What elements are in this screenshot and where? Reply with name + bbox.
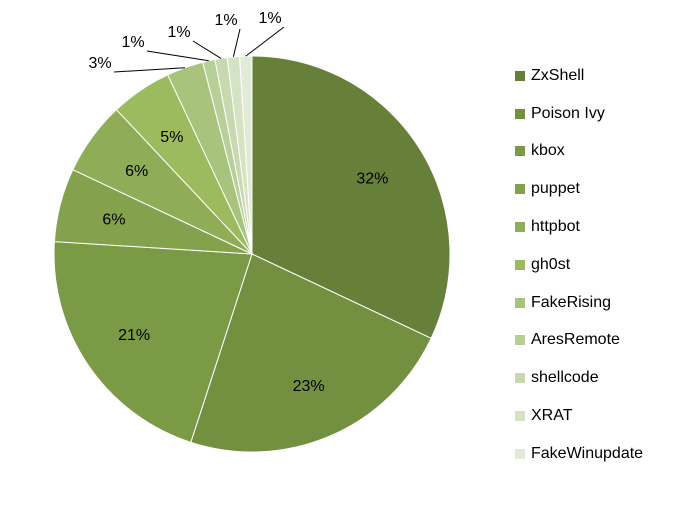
legend-swatch <box>515 373 525 384</box>
legend-item: FakeWinupdate <box>515 435 643 473</box>
legend-item: Poison Ivy <box>515 95 643 133</box>
data-label: 6% <box>102 212 125 229</box>
data-label: 1% <box>167 24 190 41</box>
legend-label: AresRemote <box>531 331 620 349</box>
legend-swatch <box>515 259 525 270</box>
legend-swatch <box>515 70 525 81</box>
legend-item: FakeRising <box>515 284 643 322</box>
leader-line <box>113 67 185 73</box>
leader-line <box>192 40 222 59</box>
leader-line <box>146 50 209 62</box>
legend-item: ZxShell <box>515 57 643 95</box>
legend-item: shellcode <box>515 359 643 397</box>
legend-label: ZxShell <box>531 66 585 84</box>
legend-label: shellcode <box>531 369 599 387</box>
data-label: 1% <box>214 12 237 29</box>
legend-label: httpbot <box>531 218 580 236</box>
legend-swatch <box>515 146 525 157</box>
pie-slice-kbox <box>53 241 253 443</box>
legend-label: FakeRising <box>531 293 612 311</box>
legend-label: kbox <box>531 142 565 160</box>
legend-swatch <box>515 297 525 308</box>
pie-slice-zxshell <box>251 55 451 339</box>
legend-swatch <box>515 448 525 459</box>
legend-item: AresRemote <box>515 322 643 360</box>
data-label: 5% <box>160 129 183 146</box>
legend-swatch <box>515 411 525 422</box>
legend-item: httpbot <box>515 208 643 246</box>
data-label: 6% <box>125 163 148 180</box>
legend-swatch <box>515 335 525 346</box>
legend-item: kbox <box>515 133 643 171</box>
legend-swatch <box>515 108 525 119</box>
leader-line <box>245 26 285 57</box>
legend-label: Poison Ivy <box>531 104 605 122</box>
legend-item: XRAT <box>515 397 643 435</box>
data-label: 23% <box>293 378 325 395</box>
data-label: 1% <box>121 34 144 51</box>
data-label: 32% <box>356 171 388 188</box>
legend-item: gh0st <box>515 246 643 284</box>
legend: ZxShell Poison Ivy kbox puppet httpbot gh0st F… <box>515 57 643 473</box>
legend-swatch <box>515 222 525 233</box>
data-label: 21% <box>118 327 150 344</box>
legend-swatch <box>515 184 525 195</box>
data-label: 3% <box>88 55 111 72</box>
pie-slice-fakewinupdate <box>239 55 253 255</box>
legend-label: FakeWinupdate <box>531 444 644 462</box>
legend-label: gh0st <box>531 255 571 273</box>
leader-line <box>232 28 241 57</box>
legend-label: puppet <box>531 180 580 198</box>
pie-slice-poison-ivy <box>190 253 432 453</box>
data-label: 1% <box>258 10 281 27</box>
legend-label: XRAT <box>531 407 573 425</box>
legend-item: puppet <box>515 170 643 208</box>
